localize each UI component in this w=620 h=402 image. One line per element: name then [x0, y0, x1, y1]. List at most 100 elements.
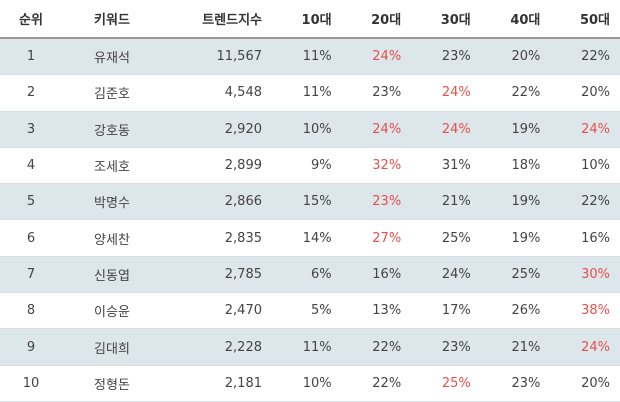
- table-row: 2 김준호 4,548 11% 23% 24% 22% 20%: [0, 74, 620, 112]
- cell-age-50: 10%: [550, 147, 620, 185]
- cell-age-10: 15%: [272, 183, 342, 221]
- cell-age-10: 6%: [272, 256, 342, 294]
- cell-trend-index: 2,470: [162, 292, 272, 330]
- cell-age-30: 24%: [411, 111, 481, 148]
- cell-trend-index: 2,228: [162, 328, 272, 366]
- cell-age-30: 24%: [411, 74, 481, 112]
- header-age-20[interactable]: 20대: [341, 0, 412, 39]
- cell-age-30: 23%: [411, 38, 481, 76]
- table-row: 1 유재석 11,567 11% 24% 23% 20% 22%: [0, 38, 620, 76]
- table-row: 9 김대희 2,228 11% 22% 23% 21% 24%: [0, 328, 620, 366]
- cell-rank: 8: [0, 292, 62, 330]
- cell-age-30: 24%: [411, 256, 481, 294]
- cell-age-20: 27%: [341, 219, 412, 257]
- cell-trend-index: 2,866: [162, 183, 272, 221]
- cell-age-30: 31%: [411, 147, 481, 185]
- table-row: 10 정형돈 2,181 10% 22% 25% 23% 20%: [0, 365, 620, 402]
- cell-trend-index: 11,567: [162, 38, 272, 76]
- cell-age-20: 22%: [341, 365, 412, 402]
- header-trend-index[interactable]: 트렌드지수: [162, 0, 272, 39]
- cell-rank: 2: [0, 74, 62, 112]
- cell-keyword: 조세호: [62, 147, 162, 185]
- cell-keyword: 양세찬: [62, 219, 162, 257]
- cell-keyword: 신동엽: [62, 256, 162, 294]
- cell-age-50: 24%: [550, 328, 620, 366]
- cell-age-40: 22%: [480, 74, 551, 112]
- cell-keyword: 정형돈: [62, 365, 162, 402]
- cell-age-20: 16%: [341, 256, 412, 294]
- cell-age-40: 20%: [480, 38, 551, 76]
- cell-age-10: 11%: [272, 74, 342, 112]
- cell-age-50: 16%: [550, 219, 620, 257]
- cell-keyword: 이승윤: [62, 292, 162, 330]
- header-age-50[interactable]: 50대: [550, 0, 620, 39]
- table-body: 1 유재석 11,567 11% 24% 23% 20% 22% 2 김준호 4,548 11% 23%…: [0, 38, 620, 402]
- cell-age-20: 32%: [341, 147, 412, 185]
- cell-age-30: 21%: [411, 183, 481, 221]
- cell-age-40: 23%: [480, 365, 551, 402]
- cell-rank: 1: [0, 38, 62, 76]
- cell-age-20: 23%: [341, 183, 412, 221]
- header-row: 순위 키워드 트렌드지수 10대 20대 30대 40대 50대: [0, 0, 620, 39]
- cell-age-50: 20%: [550, 365, 620, 402]
- table-row: 3 강호동 2,920 10% 24% 24% 19% 24%: [0, 111, 620, 148]
- table-row: 6 양세찬 2,835 14% 27% 25% 19% 16%: [0, 219, 620, 257]
- cell-age-40: 26%: [480, 292, 551, 330]
- cell-trend-index: 2,181: [162, 365, 272, 402]
- table-row: 7 신동엽 2,785 6% 16% 24% 25% 30%: [0, 256, 620, 294]
- cell-rank: 5: [0, 183, 62, 221]
- table-row: 4 조세호 2,899 9% 32% 31% 18% 10%: [0, 147, 620, 185]
- cell-age-30: 23%: [411, 328, 481, 366]
- cell-age-20: 24%: [341, 38, 412, 76]
- cell-age-20: 13%: [341, 292, 412, 330]
- table-row: 5 박명수 2,866 15% 23% 21% 19% 22%: [0, 183, 620, 221]
- cell-age-50: 24%: [550, 111, 620, 148]
- cell-trend-index: 4,548: [162, 74, 272, 112]
- cell-rank: 3: [0, 111, 62, 148]
- cell-age-10: 11%: [272, 38, 342, 76]
- cell-trend-index: 2,835: [162, 219, 272, 257]
- cell-keyword: 강호동: [62, 111, 162, 148]
- cell-age-10: 9%: [272, 147, 342, 185]
- cell-keyword: 김대희: [62, 328, 162, 366]
- cell-age-10: 10%: [272, 111, 342, 148]
- cell-age-50: 22%: [550, 183, 620, 221]
- cell-age-10: 10%: [272, 365, 342, 402]
- cell-age-40: 18%: [480, 147, 551, 185]
- cell-rank: 4: [0, 147, 62, 185]
- cell-rank: 9: [0, 328, 62, 366]
- header-rank[interactable]: 순위: [0, 0, 62, 39]
- cell-trend-index: 2,920: [162, 111, 272, 148]
- cell-age-10: 11%: [272, 328, 342, 366]
- cell-age-20: 23%: [341, 74, 412, 112]
- cell-rank: 6: [0, 219, 62, 257]
- table-header: 순위 키워드 트렌드지수 10대 20대 30대 40대 50대: [0, 0, 620, 39]
- cell-age-20: 22%: [341, 328, 412, 366]
- header-keyword[interactable]: 키워드: [62, 0, 162, 39]
- header-age-30[interactable]: 30대: [411, 0, 481, 39]
- header-age-10[interactable]: 10대: [272, 0, 342, 39]
- cell-age-40: 19%: [480, 219, 551, 257]
- cell-keyword: 유재석: [62, 38, 162, 76]
- cell-trend-index: 2,899: [162, 147, 272, 185]
- cell-keyword: 김준호: [62, 74, 162, 112]
- header-age-40[interactable]: 40대: [480, 0, 551, 39]
- cell-rank: 7: [0, 256, 62, 294]
- cell-age-50: 20%: [550, 74, 620, 112]
- cell-age-50: 38%: [550, 292, 620, 330]
- cell-age-50: 22%: [550, 38, 620, 76]
- cell-trend-index: 2,785: [162, 256, 272, 294]
- cell-age-30: 17%: [411, 292, 481, 330]
- cell-keyword: 박명수: [62, 183, 162, 221]
- cell-age-30: 25%: [411, 365, 481, 402]
- cell-age-10: 5%: [272, 292, 342, 330]
- cell-rank: 10: [0, 365, 62, 402]
- cell-age-20: 24%: [341, 111, 412, 148]
- cell-age-40: 19%: [480, 111, 551, 148]
- cell-age-10: 14%: [272, 219, 342, 257]
- cell-age-40: 21%: [480, 328, 551, 366]
- cell-age-30: 25%: [411, 219, 481, 257]
- table-row: 8 이승윤 2,470 5% 13% 17% 26% 38%: [0, 292, 620, 330]
- cell-age-40: 25%: [480, 256, 551, 294]
